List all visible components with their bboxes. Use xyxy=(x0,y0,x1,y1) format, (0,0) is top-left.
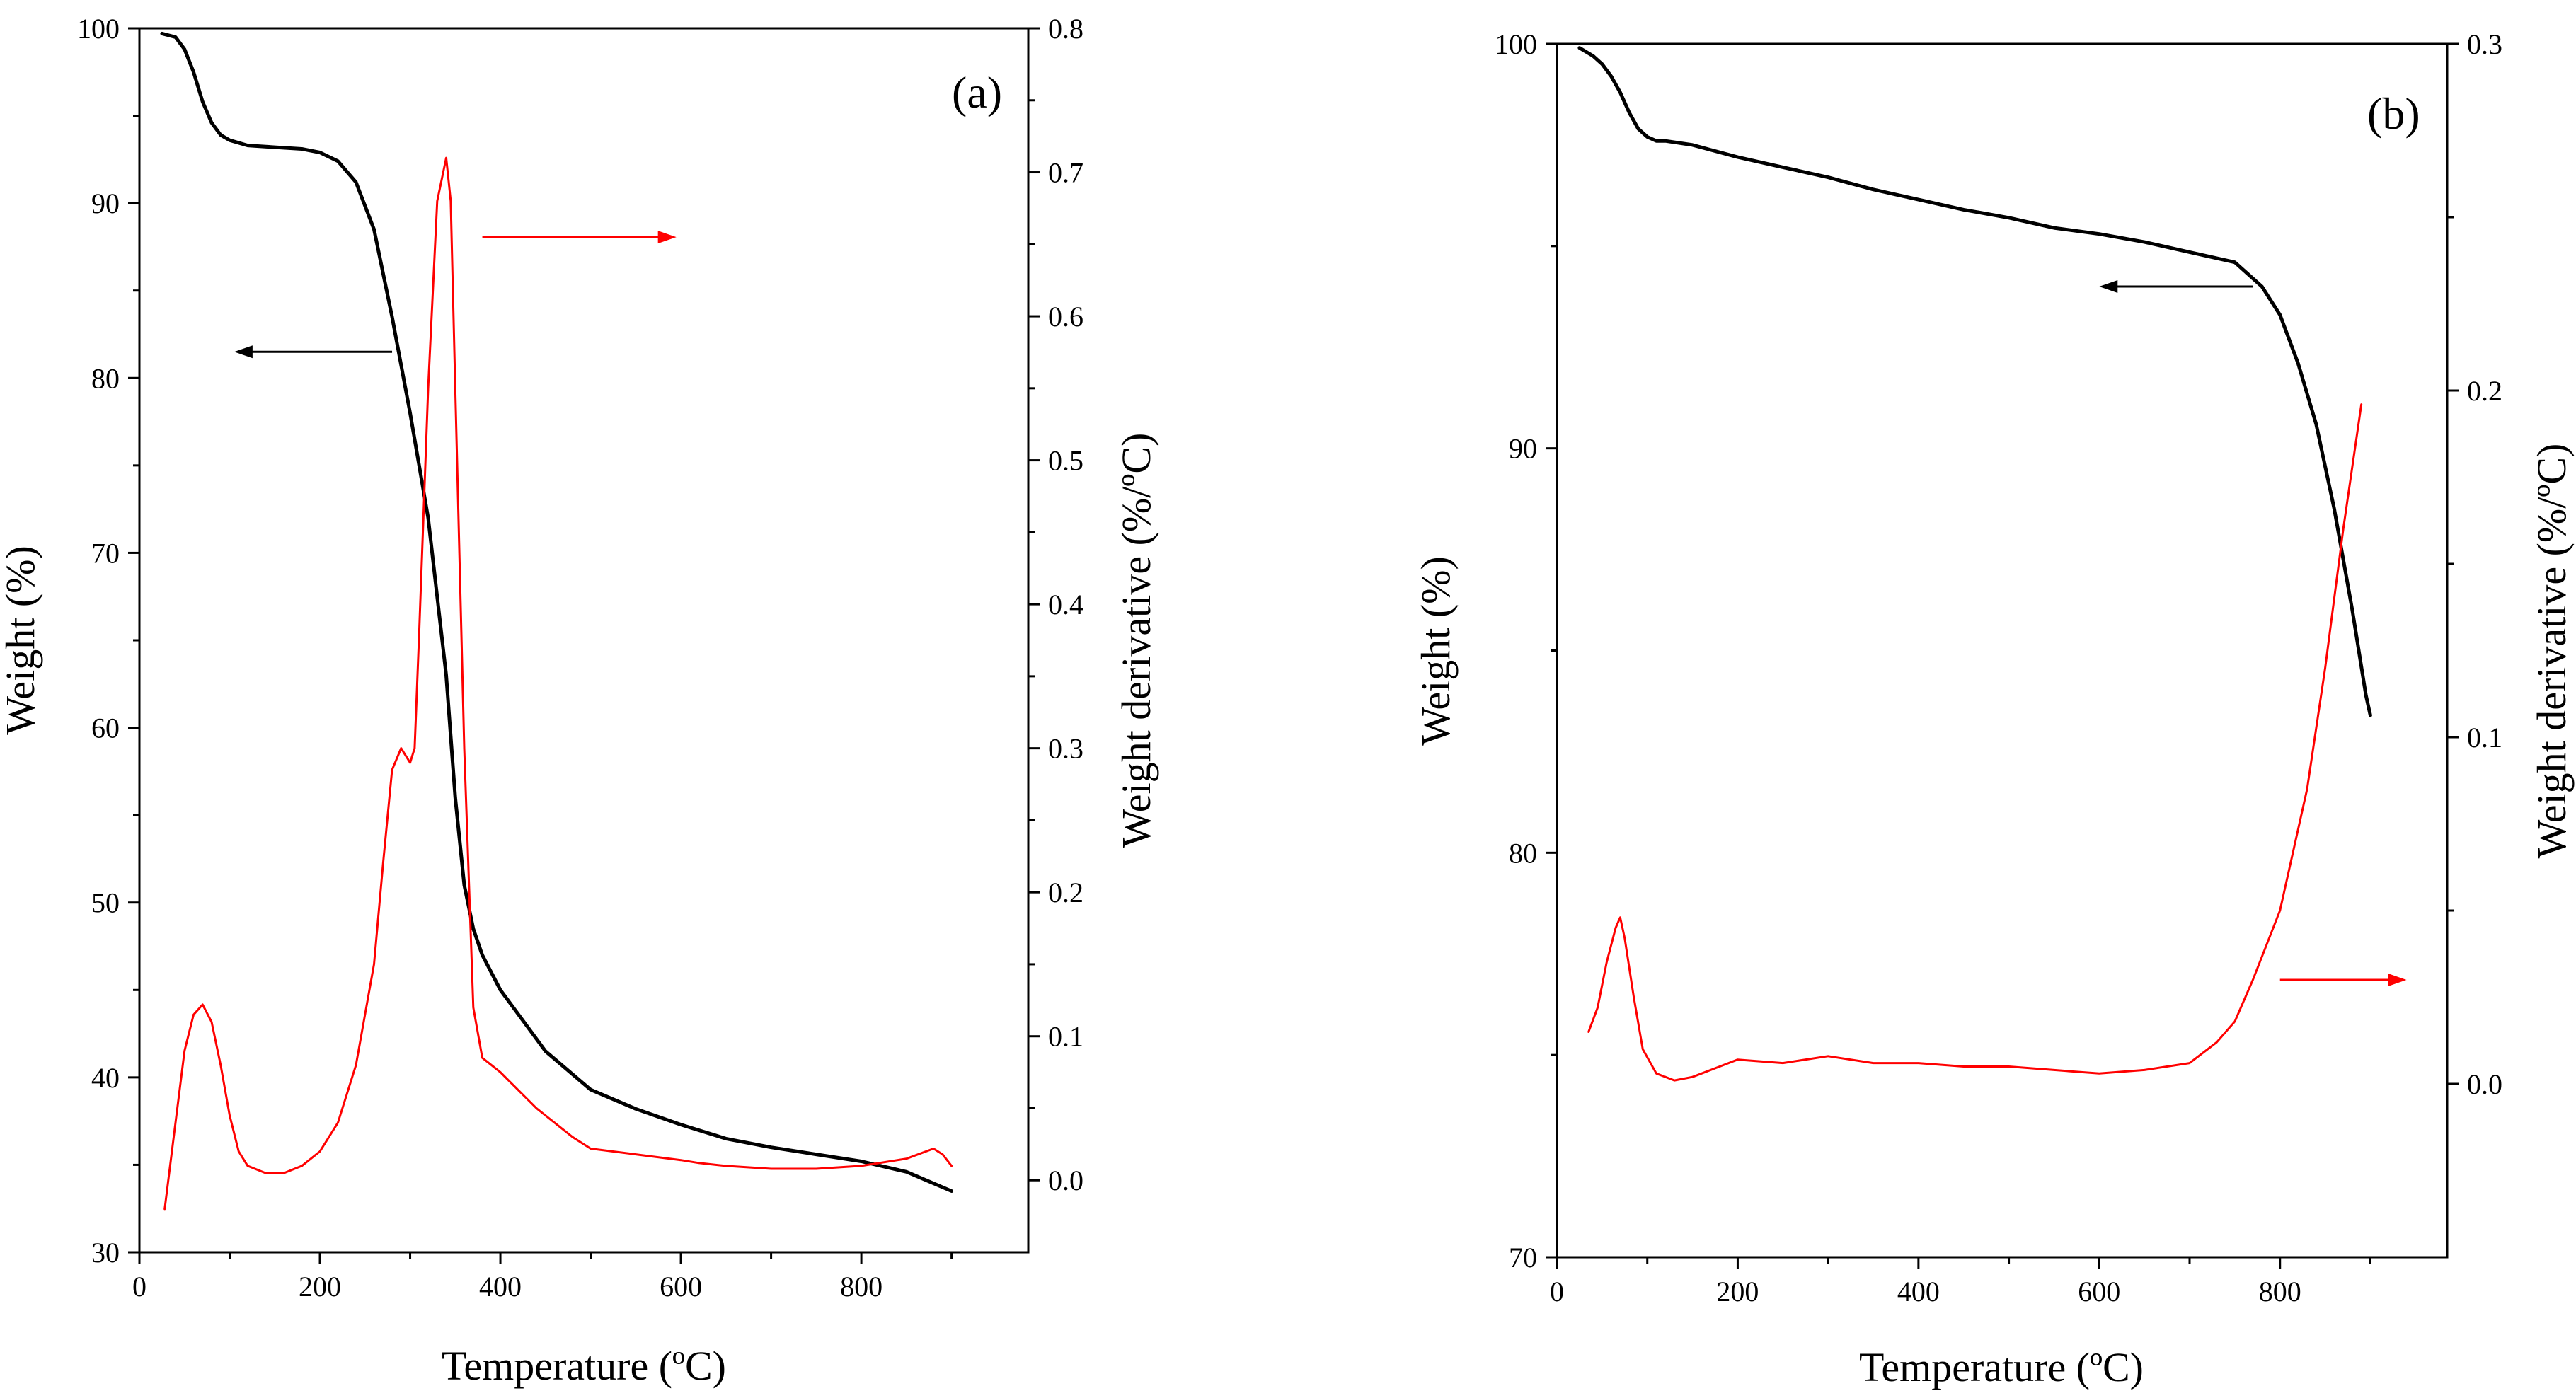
annotation-arrow-head-b-0 xyxy=(2099,280,2118,293)
y-left-tick-label-b: 80 xyxy=(1509,837,1537,869)
annotation-arrow-head-a-0 xyxy=(234,345,253,359)
chart-panel-b: 0 200 400 600 800 70 80 90 100 0.0 0.1 0.2 0.3 (b)… xyxy=(1413,28,2575,1390)
y-right-tick-label-a: 0.7 xyxy=(1048,157,1083,189)
y-left-tick-label-a: 40 xyxy=(91,1062,120,1094)
y-axis-right-label-b: Weight derivative (%/ºC) xyxy=(2529,444,2575,859)
x-tick-label-a: 600 xyxy=(660,1271,702,1302)
series-group-b xyxy=(1577,46,2372,1082)
annotations-b xyxy=(2099,280,2407,986)
derivative-curve-a xyxy=(163,156,953,1211)
x-tick-label-a: 200 xyxy=(299,1271,341,1302)
y-left-tick-label-a: 80 xyxy=(91,362,120,394)
x-tick-label-a: 0 xyxy=(132,1271,146,1302)
series-group-a xyxy=(160,31,954,1211)
y-axis-right-b: 0.0 0.1 0.2 0.3 xyxy=(2447,28,2502,1100)
x-axis-b: 0 200 400 600 800 xyxy=(1550,1257,2371,1307)
annotation-arrow-head-a-1 xyxy=(657,231,677,244)
y-axis-left-a: 30 40 50 60 70 80 90 100 xyxy=(77,13,139,1269)
weight-curve-a xyxy=(160,31,954,1193)
plot-frame-a xyxy=(138,27,1030,1254)
x-axis-a: 0 200 400 600 800 xyxy=(132,1252,953,1302)
y-right-tick-label-a: 0.8 xyxy=(1048,13,1083,45)
y-right-tick-label-a: 0.2 xyxy=(1048,877,1083,908)
panel-label-a: (a) xyxy=(952,67,1002,117)
y-left-tick-label-b: 100 xyxy=(1495,28,1537,60)
x-tick-label-b: 600 xyxy=(2078,1276,2120,1307)
y-left-tick-label-a: 60 xyxy=(91,712,120,744)
panel-label-b: (b) xyxy=(2367,88,2420,139)
plot-frame-b xyxy=(1556,42,2449,1259)
y-axis-left-label-b: Weight (%) xyxy=(1413,556,1459,746)
x-axis-label-b: Temperature (ºC) xyxy=(1859,1344,2144,1390)
x-axis-label-a: Temperature (ºC) xyxy=(442,1343,726,1389)
y-left-tick-label-b: 70 xyxy=(1509,1242,1537,1273)
y-left-tick-label-b: 90 xyxy=(1509,433,1537,465)
y-right-tick-label-b: 0.0 xyxy=(2467,1068,2502,1100)
x-tick-label-a: 400 xyxy=(479,1271,522,1302)
y-axis-right-label-a: Weight derivative (%/ºC) xyxy=(1113,433,1159,848)
x-tick-label-b: 200 xyxy=(1716,1276,1759,1307)
derivative-curve-b xyxy=(1587,403,2363,1082)
annotation-arrow-head-b-1 xyxy=(2388,974,2407,986)
x-tick-label-b: 800 xyxy=(2259,1276,2301,1307)
y-right-tick-label-a: 0.1 xyxy=(1048,1021,1083,1053)
y-right-tick-label-a: 0.6 xyxy=(1048,301,1083,333)
y-right-tick-label-a: 0.5 xyxy=(1048,445,1083,477)
x-tick-label-b: 0 xyxy=(1550,1276,1564,1307)
y-axis-left-b: 70 80 90 100 xyxy=(1495,28,1557,1273)
y-right-tick-label-b: 0.3 xyxy=(2467,28,2502,60)
y-right-tick-label-a: 0.0 xyxy=(1048,1165,1083,1196)
y-right-tick-label-a: 0.4 xyxy=(1048,589,1083,620)
annotations-a xyxy=(234,231,677,359)
y-left-tick-label-a: 30 xyxy=(91,1237,120,1269)
y-left-tick-label-a: 90 xyxy=(91,187,120,219)
y-axis-right-a: 0.0 0.1 0.2 0.3 0.4 0.5 0.6 0.7 0.8 xyxy=(1028,13,1083,1196)
y-left-tick-label-a: 70 xyxy=(91,537,120,569)
y-axis-left-label-a: Weight (%) xyxy=(0,545,43,735)
weight-curve-b xyxy=(1577,46,2372,717)
y-right-tick-label-a: 0.3 xyxy=(1048,733,1083,765)
x-tick-label-b: 400 xyxy=(1897,1276,1940,1307)
y-right-tick-label-b: 0.1 xyxy=(2467,722,2502,753)
y-left-tick-label-a: 100 xyxy=(77,13,120,45)
y-left-tick-label-a: 50 xyxy=(91,887,120,919)
y-right-tick-label-b: 0.2 xyxy=(2467,375,2502,407)
x-tick-label-a: 800 xyxy=(840,1271,882,1302)
